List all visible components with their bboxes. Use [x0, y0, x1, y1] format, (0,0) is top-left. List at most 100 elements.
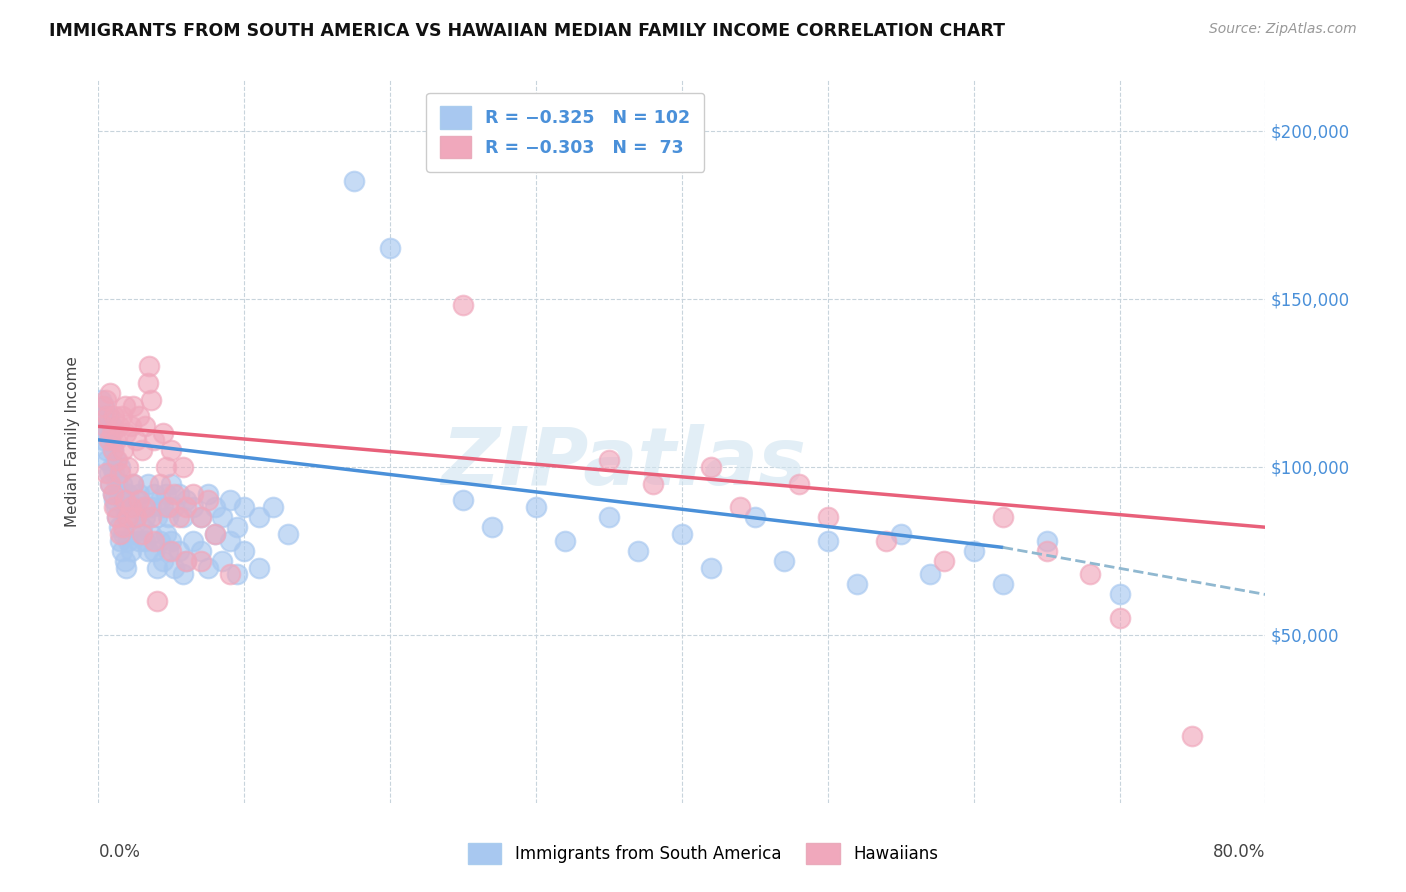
Point: [128, 409, 150, 424]
Point: [163, 560, 186, 574]
Point: [104, 453, 127, 467]
Point: [991, 510, 1014, 524]
Point: [226, 520, 249, 534]
Point: [110, 459, 132, 474]
Point: [134, 533, 156, 548]
Point: [93, 433, 115, 447]
Point: [120, 543, 142, 558]
Point: [112, 527, 135, 541]
Point: [149, 493, 172, 508]
Point: [94, 442, 117, 457]
Point: [94, 392, 117, 407]
Point: [160, 476, 183, 491]
Point: [101, 486, 124, 500]
Point: [197, 486, 219, 500]
Point: [136, 476, 159, 491]
Point: [111, 409, 134, 424]
Point: [104, 500, 127, 514]
Point: [149, 533, 172, 548]
Point: [190, 510, 212, 524]
Point: [112, 442, 135, 457]
Point: [598, 510, 620, 524]
Point: [226, 567, 249, 582]
Point: [481, 520, 503, 534]
Point: [700, 560, 723, 574]
Point: [451, 493, 474, 508]
Point: [152, 500, 174, 514]
Point: [105, 510, 128, 524]
Point: [115, 560, 138, 574]
Point: [627, 543, 650, 558]
Point: [962, 543, 984, 558]
Point: [211, 510, 233, 524]
Point: [128, 533, 150, 548]
Point: [233, 543, 256, 558]
Point: [125, 510, 148, 524]
Point: [114, 554, 136, 568]
Point: [142, 543, 165, 558]
Point: [167, 486, 190, 500]
Point: [112, 520, 135, 534]
Point: [174, 500, 197, 514]
Text: IMMIGRANTS FROM SOUTH AMERICA VS HAWAIIAN MEDIAN FAMILY INCOME CORRELATION CHART: IMMIGRANTS FROM SOUTH AMERICA VS HAWAIIA…: [49, 22, 1005, 40]
Point: [233, 500, 256, 514]
Legend: Immigrants from South America, Hawaiians: Immigrants from South America, Hawaiians: [461, 837, 945, 871]
Point: [218, 533, 240, 548]
Point: [125, 433, 148, 447]
Point: [174, 554, 197, 568]
Point: [96, 426, 118, 441]
Point: [167, 543, 190, 558]
Point: [146, 510, 169, 524]
Point: [100, 419, 122, 434]
Point: [139, 392, 162, 407]
Point: [93, 399, 115, 413]
Point: [744, 510, 766, 524]
Point: [190, 543, 212, 558]
Point: [108, 419, 131, 434]
Point: [700, 459, 723, 474]
Point: [128, 493, 150, 508]
Point: [103, 493, 125, 508]
Point: [181, 533, 204, 548]
Point: [142, 486, 165, 500]
Point: [139, 510, 162, 524]
Point: [1035, 543, 1057, 558]
Point: [817, 510, 839, 524]
Point: [110, 527, 132, 541]
Point: [101, 486, 124, 500]
Point: [671, 527, 693, 541]
Point: [174, 554, 197, 568]
Legend: R = −0.325   N = 102, R = −0.303   N =  73: R = −0.325 N = 102, R = −0.303 N = 73: [426, 93, 704, 172]
Point: [730, 500, 752, 514]
Point: [277, 527, 299, 541]
Point: [598, 453, 620, 467]
Point: [218, 567, 240, 582]
Point: [114, 500, 136, 514]
Point: [98, 476, 121, 491]
Point: [247, 510, 270, 524]
Point: [91, 409, 114, 424]
Point: [100, 426, 122, 441]
Point: [167, 510, 190, 524]
Point: [134, 419, 156, 434]
Point: [787, 476, 810, 491]
Point: [190, 510, 212, 524]
Point: [90, 392, 112, 407]
Point: [160, 442, 183, 457]
Point: [218, 493, 240, 508]
Y-axis label: Median Family Income: Median Family Income: [65, 356, 80, 527]
Point: [115, 510, 138, 524]
Point: [163, 486, 186, 500]
Point: [160, 543, 183, 558]
Point: [131, 527, 153, 541]
Point: [117, 459, 139, 474]
Point: [114, 493, 136, 508]
Point: [139, 527, 162, 541]
Point: [149, 476, 172, 491]
Point: [110, 533, 132, 548]
Point: [105, 476, 128, 491]
Point: [204, 500, 226, 514]
Point: [136, 543, 159, 558]
Point: [152, 554, 174, 568]
Point: [122, 476, 145, 491]
